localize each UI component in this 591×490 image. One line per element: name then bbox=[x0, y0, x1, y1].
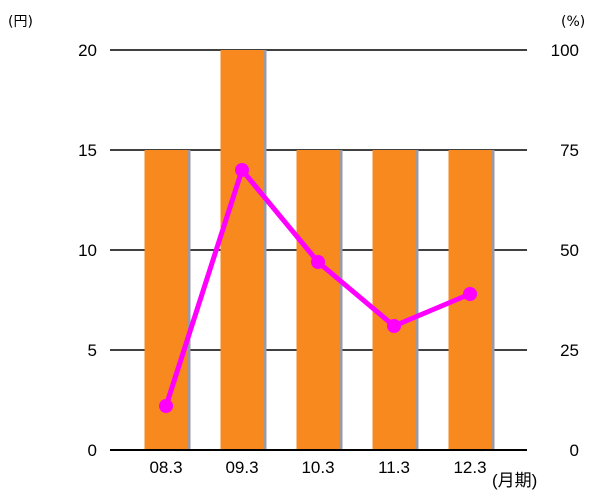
right-tick-label: 0 bbox=[570, 441, 579, 460]
bar bbox=[296, 150, 340, 450]
payout-line bbox=[159, 163, 477, 413]
category-label: 11.3 bbox=[378, 458, 410, 477]
payout-point bbox=[159, 399, 173, 413]
right-tick-label: 50 bbox=[560, 241, 579, 260]
right-tick-label: 100 bbox=[551, 41, 579, 60]
left-tick-label: 15 bbox=[78, 141, 97, 160]
axes: 0 5 10 15 20 0 25 50 75 100 08.3 09.3 10.3 11.3 12.3 bbox=[78, 41, 579, 477]
left-tick-label: 5 bbox=[88, 341, 97, 360]
bar bbox=[220, 50, 264, 450]
right-tick-label: 75 bbox=[560, 141, 579, 160]
bars bbox=[144, 50, 495, 450]
category-label: 08.3 bbox=[149, 458, 182, 477]
payout-point bbox=[387, 319, 401, 333]
left-tick-label: 10 bbox=[78, 241, 97, 260]
payout-point bbox=[235, 163, 249, 177]
category-label: 10.3 bbox=[301, 458, 334, 477]
left-tick-label: 20 bbox=[78, 41, 97, 60]
payout-point bbox=[311, 255, 325, 269]
x-axis-unit: (月期) bbox=[492, 471, 537, 490]
category-label: 09.3 bbox=[225, 458, 258, 477]
right-axis-unit: (%) bbox=[561, 14, 585, 30]
left-tick-label: 0 bbox=[88, 441, 97, 460]
payout-point bbox=[463, 287, 477, 301]
bar bbox=[372, 150, 416, 450]
category-label: 12.3 bbox=[453, 458, 486, 477]
right-tick-label: 25 bbox=[560, 341, 579, 360]
left-axis-unit: (円) bbox=[8, 14, 33, 30]
